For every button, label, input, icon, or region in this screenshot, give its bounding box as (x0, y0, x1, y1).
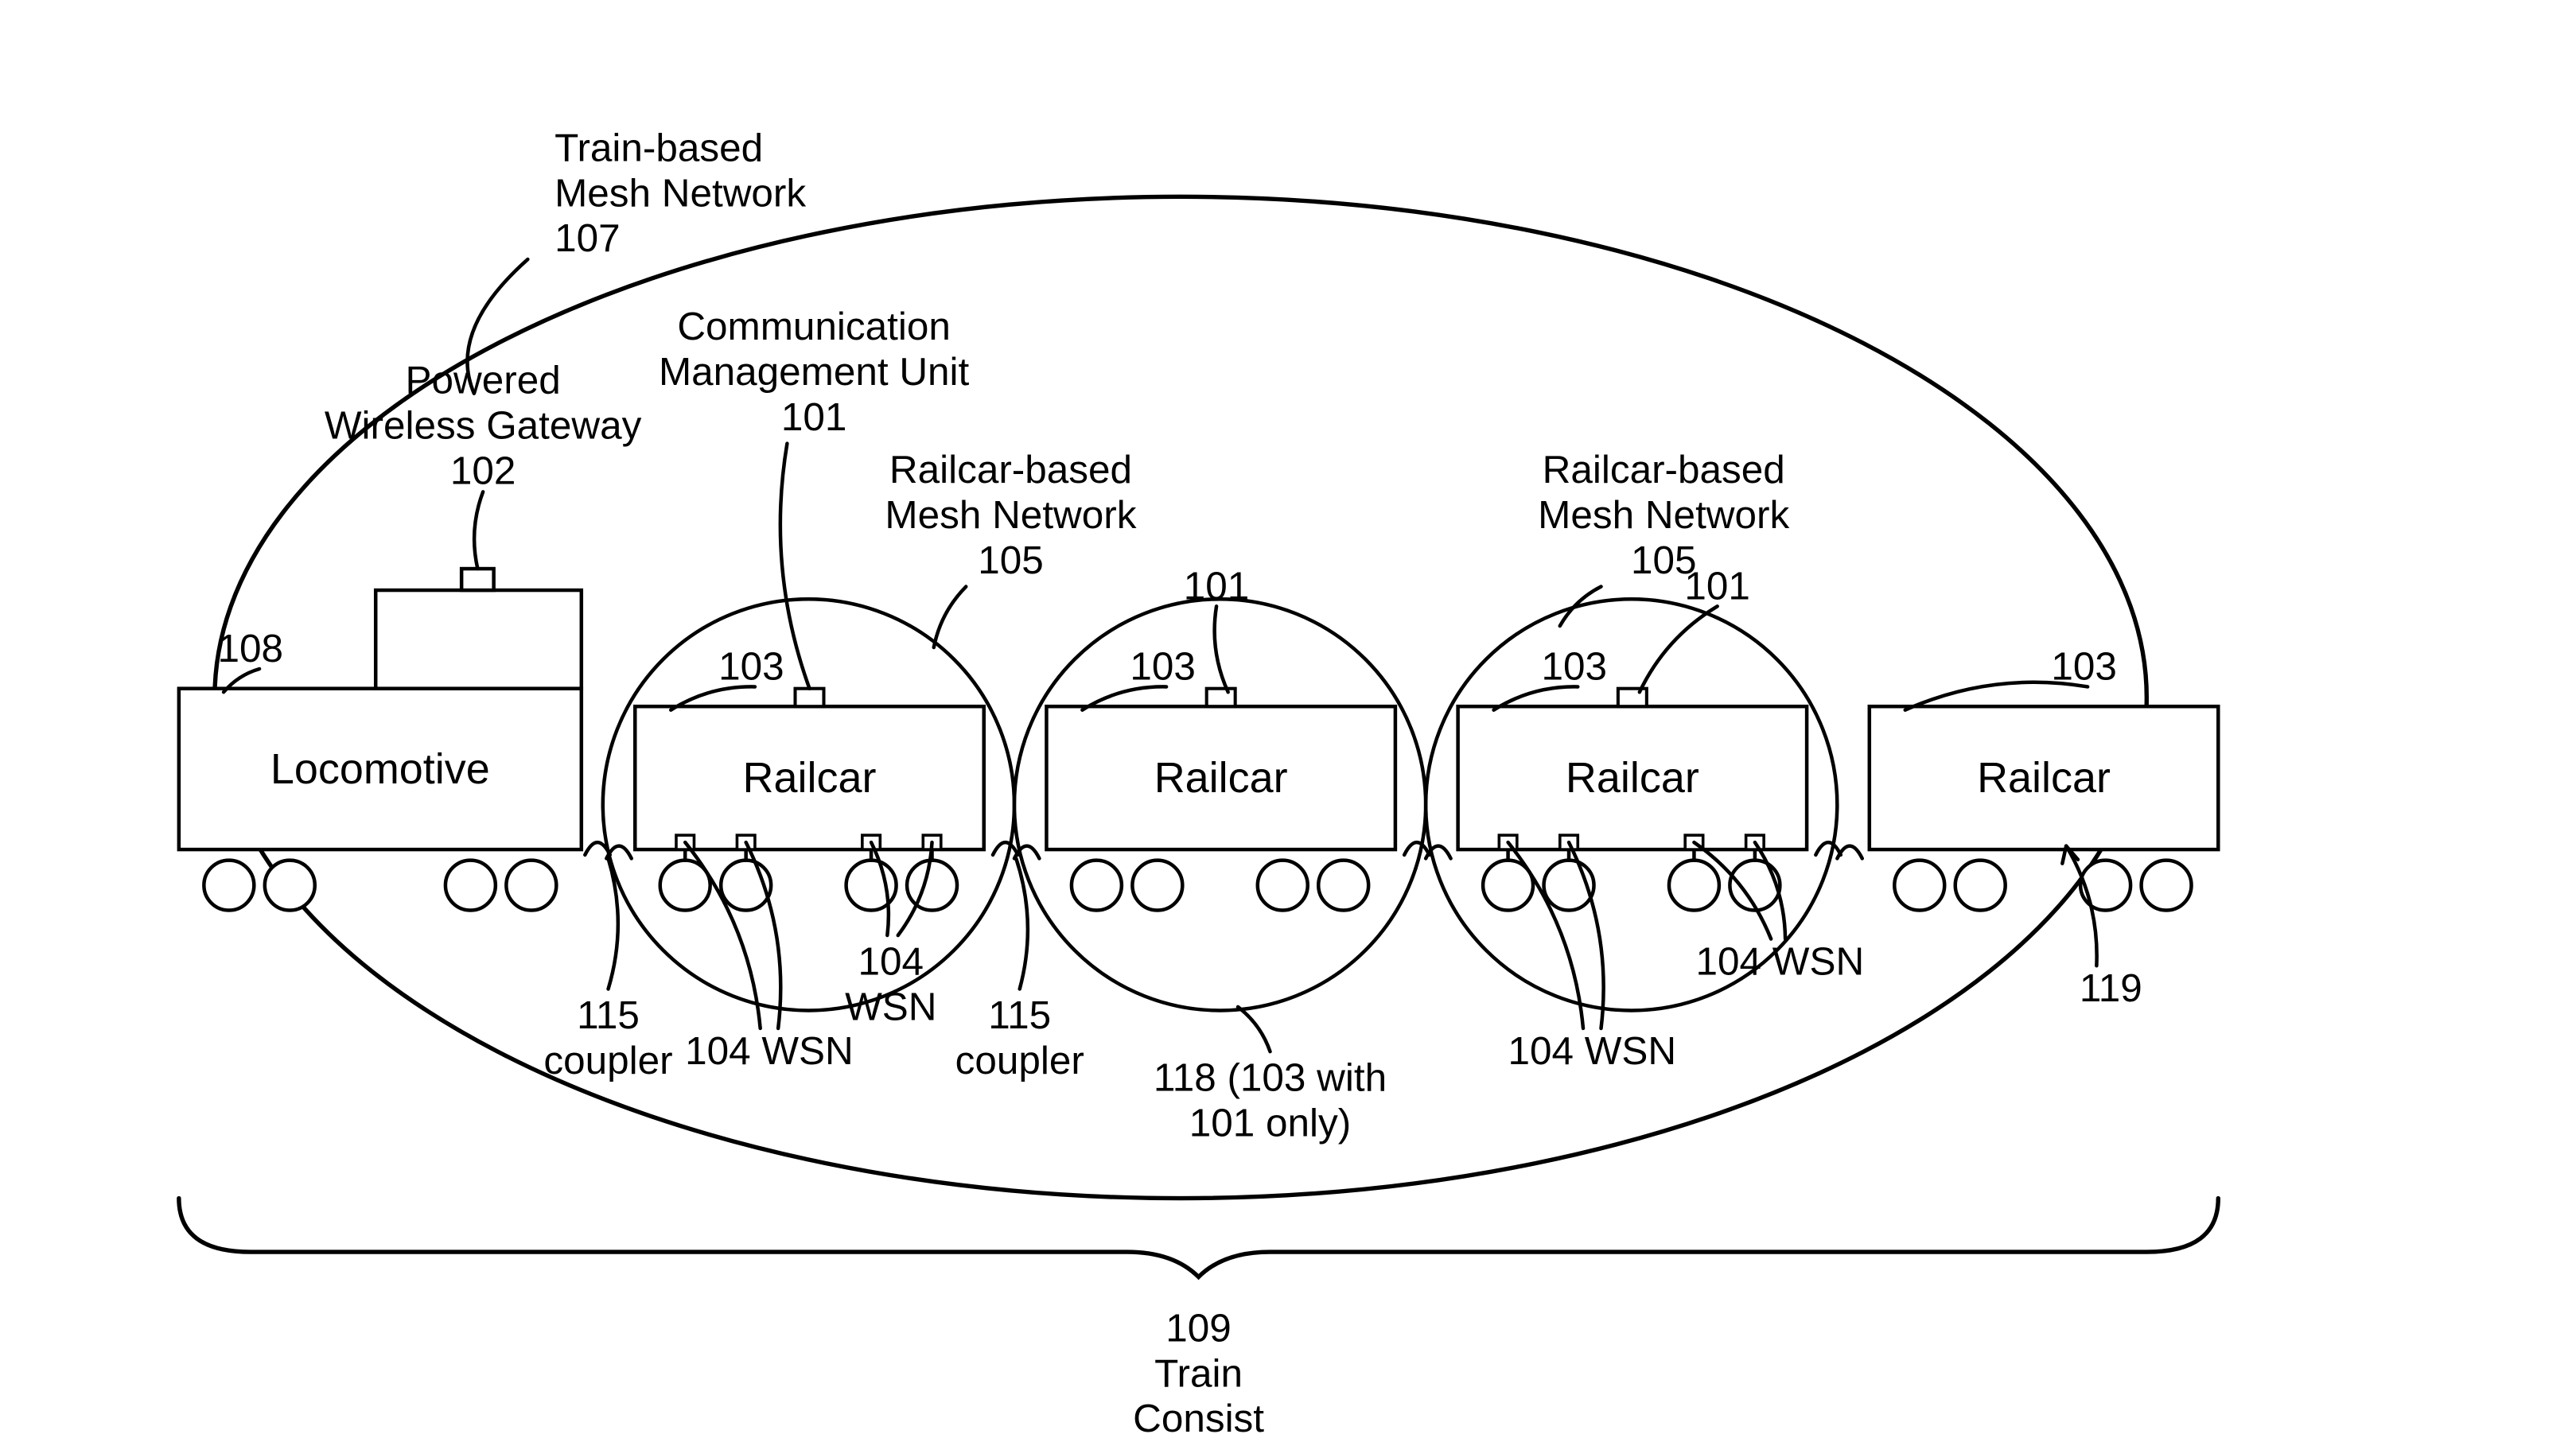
label-wsn-left2: 104 (858, 939, 924, 983)
railcar-label-3: Railcar (1977, 754, 2111, 802)
label-103-0: 103 (718, 644, 784, 688)
wireless-gateway-box (461, 569, 493, 590)
svg-text:Train: Train (1154, 1351, 1243, 1395)
locomotive-label: Locomotive (270, 745, 490, 793)
svg-text:Mesh Network: Mesh Network (1538, 493, 1789, 537)
railcar-label-0: Railcar (743, 754, 877, 802)
railcar-label-1: Railcar (1154, 754, 1288, 802)
wheel (204, 861, 254, 911)
label-wsn-right2: 104 WSN (1696, 939, 1865, 983)
label-103-1: 103 (1130, 644, 1196, 688)
train-consist-brace (179, 1199, 2218, 1277)
label-train-consist: 109 (1165, 1306, 1232, 1350)
svg-text:101 only): 101 only) (1189, 1102, 1351, 1145)
wheel (446, 861, 496, 911)
label-wsn-left: 104 WSN (685, 1029, 854, 1073)
svg-text:105: 105 (978, 538, 1044, 582)
svg-text:Mesh Network: Mesh Network (885, 493, 1136, 537)
svg-text:102: 102 (450, 449, 516, 492)
label-103-2: 103 (1542, 644, 1608, 688)
wheel (265, 861, 315, 911)
label-101-2: 101 (1684, 564, 1750, 608)
label-119: 119 (2080, 966, 2142, 1010)
wheel (1894, 861, 1944, 911)
label-pwg: Powered (406, 359, 561, 402)
wheel (907, 861, 957, 911)
label-101-1: 101 (1184, 564, 1250, 608)
svg-text:coupler: coupler (955, 1039, 1084, 1082)
railcar-label-2: Railcar (1566, 754, 1699, 802)
label-coupler-0: 115 (577, 993, 640, 1037)
label-cmu: Communication (677, 305, 951, 348)
wheel (2080, 861, 2130, 911)
label-coupler-1: 115 (988, 993, 1051, 1037)
wheel (506, 861, 556, 911)
cmu-box-0 (796, 689, 824, 706)
cmu-box-1 (1207, 689, 1235, 706)
svg-text:107: 107 (555, 216, 621, 260)
svg-text:Mesh Network: Mesh Network (555, 171, 806, 215)
wheel (1258, 861, 1308, 911)
wheel (1318, 861, 1368, 911)
train-mesh-diagram: Locomotive Railcar Railcar Railcar Railcar Tr… (0, 0, 2576, 1438)
wheel (1730, 861, 1780, 911)
label-108: 108 (218, 627, 284, 670)
wheel (1072, 861, 1122, 911)
svg-text:101: 101 (781, 395, 847, 439)
wheel (1669, 861, 1719, 911)
label-rc-mesh-left: Railcar-based (889, 448, 1132, 492)
svg-text:Management Unit: Management Unit (659, 350, 970, 394)
svg-text:coupler: coupler (543, 1039, 672, 1082)
label-mesh-network: Train-based (555, 126, 763, 169)
svg-text:Wireless Gateway: Wireless Gateway (325, 404, 642, 448)
label-rc-mesh-right: Railcar-based (1543, 448, 1785, 492)
label-118: 118 (103 with (1154, 1056, 1387, 1100)
cmu-box-2 (1618, 689, 1647, 706)
wheel (2142, 861, 2192, 911)
wheel (1132, 861, 1182, 911)
svg-text:WSN: WSN (845, 985, 936, 1028)
label-wsn-right: 104 WSN (1508, 1029, 1676, 1073)
wheel (1955, 861, 2006, 911)
locomotive-cab (376, 590, 582, 689)
svg-text:Consist: Consist (1133, 1397, 1264, 1438)
